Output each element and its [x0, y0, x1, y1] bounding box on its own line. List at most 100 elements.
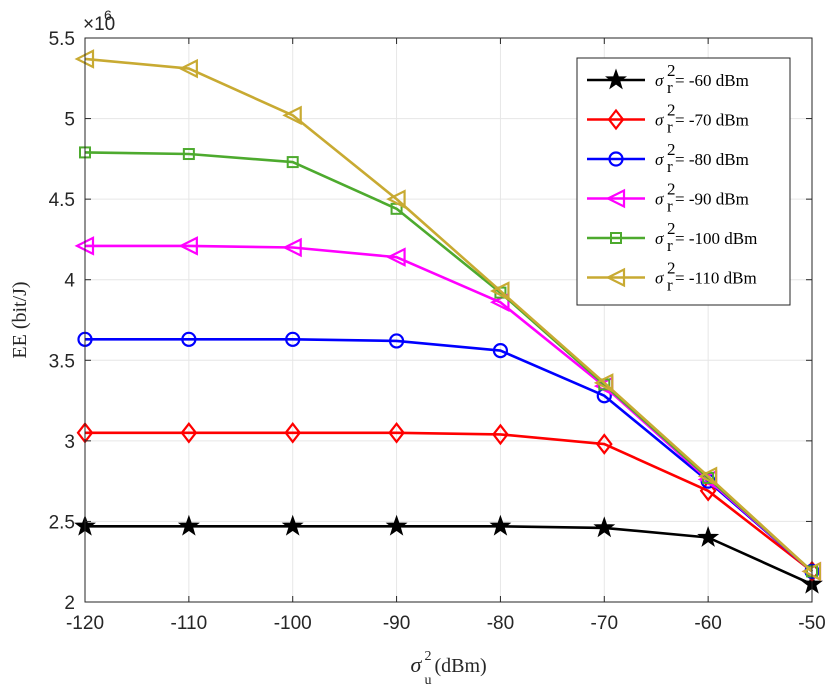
marker-diamond: [492, 423, 509, 446]
axis-ticks: -120 -110 -100 -90 -80 -70 -60 -50 2 2.5 3 3.5 4 4.5 5…: [49, 29, 826, 634]
x-axis-label-unit: (dBm): [435, 655, 487, 677]
marker-triangle: [282, 237, 302, 258]
legend-label: = -90 dBm: [675, 190, 749, 209]
y-tick-label: 5.5: [49, 29, 75, 50]
x-tick-label: -120: [66, 613, 104, 634]
legend-sub: r: [667, 236, 673, 255]
marker-triangle: [178, 58, 198, 79]
marker-star: [489, 514, 512, 536]
marker-square: [610, 232, 622, 244]
marker-triangle: [178, 236, 198, 256]
y-tick-label: 4: [64, 271, 75, 292]
y-tick-label: 3: [64, 432, 75, 453]
series-line: [85, 524, 813, 586]
legend-label: = -80 dBm: [675, 150, 749, 169]
series-layer: [74, 49, 823, 594]
x-tick-label: -110: [171, 613, 208, 634]
y-exponent-power: 6: [104, 7, 112, 23]
y-axis-label-group: EE (bit/J): [9, 281, 31, 358]
marker-diamond: [595, 433, 613, 455]
y-exponent-label: ×10 6: [83, 7, 115, 35]
legend-entry: σ2r = -90 dBm: [587, 180, 749, 216]
marker-triangle: [605, 267, 626, 288]
marker-diamond: [388, 422, 405, 444]
x-axis-label-symbol: σ: [411, 652, 423, 677]
x-axis-label-sup: 2: [425, 649, 432, 664]
y-axis-label: EE (bit/J): [9, 281, 31, 358]
legend-entry: σ2r = -60 dBm: [587, 61, 749, 97]
legend-sup: 2: [667, 140, 676, 159]
marker-triangle: [697, 466, 718, 487]
legend-entry: σ2r = -80 dBm: [587, 140, 749, 176]
marker-star: [593, 516, 616, 538]
legend-entry: σ2r = -110 dBm: [587, 259, 757, 295]
legend-sup: 2: [667, 259, 676, 278]
legend-symbol: σ: [655, 111, 664, 130]
series-line: [85, 337, 813, 573]
marker-circle: [492, 343, 509, 359]
legend-symbol: σ: [655, 229, 664, 248]
marker-circle: [608, 151, 624, 167]
legend-symbol: σ: [655, 190, 664, 209]
marker-triangle: [593, 373, 614, 393]
legend-sub: r: [667, 157, 673, 176]
legend-sup: 2: [667, 219, 676, 238]
series-line: [85, 431, 813, 573]
x-tick-label: -80: [487, 613, 514, 634]
marker-circle: [285, 331, 301, 347]
marker-star: [177, 514, 200, 536]
x-axis-label: σ 2 u (dBm): [411, 649, 487, 688]
x-tick-label: -90: [383, 613, 410, 634]
marker-star: [281, 514, 304, 536]
marker-circle: [388, 333, 405, 349]
marker-triangle: [386, 189, 406, 209]
legend-sub: r: [667, 197, 673, 216]
legend-label: = -110 dBm: [675, 269, 757, 288]
marker-star: [385, 514, 408, 536]
y-tick-label: 3.5: [49, 351, 75, 372]
x-tick-label: -100: [274, 613, 312, 634]
x-axis-label-sub: u: [425, 673, 432, 688]
legend-box: [576, 57, 791, 306]
legend-sub: r: [667, 276, 673, 295]
legend-label: = -100 dBm: [675, 229, 757, 248]
legend-sub: r: [667, 78, 673, 97]
y-tick-label: 2.5: [49, 512, 75, 533]
legend-label: = -60 dBm: [675, 71, 749, 90]
x-tick-label: -50: [798, 613, 825, 634]
series-line: [84, 57, 813, 573]
marker-square: [286, 156, 299, 169]
marker-triangle: [605, 188, 626, 209]
marker-star: [697, 525, 720, 547]
marker-diamond: [180, 422, 198, 444]
legend-symbol: σ: [655, 150, 664, 169]
y-tick-label: 2: [64, 593, 75, 614]
legend-label: = -70 dBm: [675, 111, 749, 130]
x-tick-label: -70: [591, 613, 618, 634]
y-tick-label: 4.5: [49, 190, 75, 211]
y-tick-label: 5: [64, 110, 75, 131]
legend-symbol: σ: [655, 269, 664, 288]
marker-star: [605, 68, 627, 90]
marker-square: [182, 148, 195, 161]
marker-diamond: [607, 108, 625, 131]
legend-sup: 2: [667, 61, 676, 80]
marker-triangle: [282, 105, 302, 126]
marker-triangle: [489, 281, 510, 301]
legend-symbol: σ: [655, 71, 664, 90]
legend-entry: σ2r = -100 dBm: [587, 219, 757, 255]
marker-diamond: [284, 422, 302, 444]
legend-sub: r: [667, 118, 673, 137]
marker-triangle: [386, 247, 406, 267]
marker-diamond: [699, 480, 717, 502]
y-exponent-base: ×10: [83, 14, 115, 35]
legend-entry: σ2r = -70 dBm: [587, 101, 749, 137]
legend-sup: 2: [667, 101, 676, 120]
x-tick-label: -60: [694, 613, 721, 634]
plot-frame: [84, 37, 813, 603]
marker-circle: [181, 331, 197, 347]
legend-sup: 2: [667, 180, 676, 199]
series-0: [74, 514, 823, 594]
